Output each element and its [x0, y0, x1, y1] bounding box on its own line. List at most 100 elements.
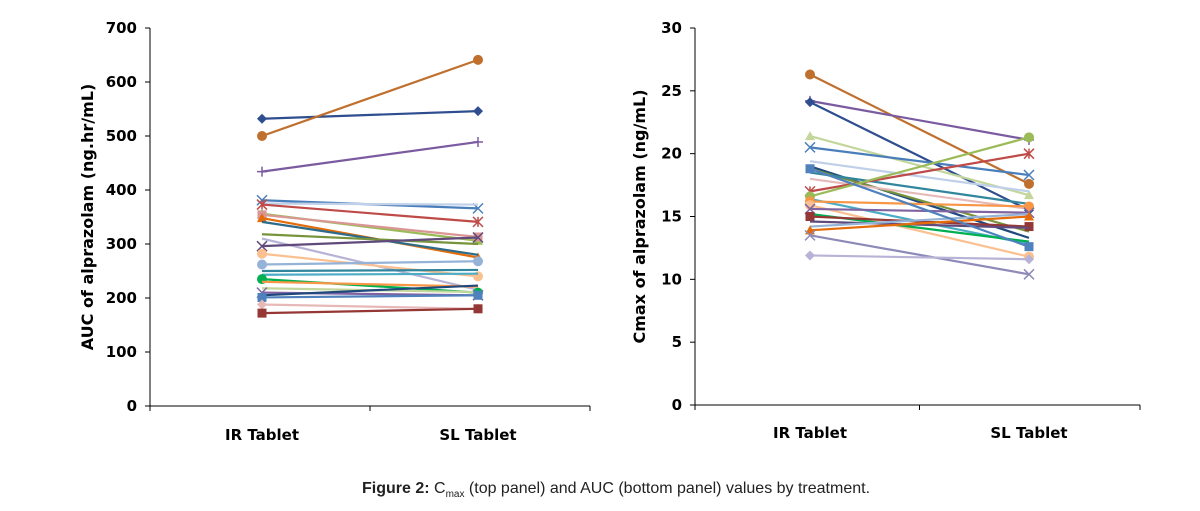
- x-marker: [804, 141, 816, 153]
- x-category-label: IR Tablet: [773, 424, 847, 442]
- series-path: [809, 136, 1030, 198]
- series-path: [809, 167, 1030, 233]
- series-line: [804, 141, 1035, 181]
- series-line: [257, 54, 483, 141]
- series-path: [261, 272, 479, 276]
- triangle-marker: [1024, 211, 1034, 221]
- series-line: [805, 132, 1034, 202]
- series-line: [256, 199, 484, 228]
- series-line: [809, 220, 1030, 229]
- circle-marker: [257, 131, 267, 141]
- square-marker: [257, 308, 267, 318]
- triangle-marker: [805, 131, 815, 141]
- series-line: [257, 136, 483, 177]
- caption-text: (top panel) and AUC (bottom panel) value…: [464, 480, 871, 497]
- series-path: [809, 160, 1030, 193]
- square-marker: [805, 212, 815, 221]
- star-marker: [1023, 148, 1035, 160]
- star-marker: [256, 199, 268, 211]
- series-path: [809, 152, 1030, 193]
- diamond-marker: [257, 113, 267, 124]
- circle-marker: [257, 259, 267, 270]
- series-line: [257, 106, 483, 124]
- circle-marker: [1024, 132, 1034, 143]
- series-line: [804, 229, 1035, 280]
- series-path: [809, 204, 1030, 258]
- circle-marker: [1024, 178, 1034, 189]
- series-line: [805, 95, 1034, 145]
- y-tick-label: 300: [106, 235, 137, 253]
- caption-symbol: C: [434, 480, 446, 497]
- square-marker: [473, 290, 483, 300]
- auc-chart-panel: 0 100 200 300 400 500 600 700 IR Tablet SL Tablet…: [78, 19, 591, 444]
- series-path: [809, 200, 1030, 208]
- series-path: [261, 307, 479, 315]
- x-marker: [1023, 268, 1035, 280]
- series-path: [809, 220, 1030, 229]
- circle-marker: [473, 54, 483, 65]
- diamond-marker: [1024, 254, 1034, 265]
- plus-marker: [473, 136, 483, 147]
- square-marker: [805, 164, 815, 174]
- triangle-marker: [257, 213, 267, 223]
- y-tick-label: 600: [106, 73, 137, 91]
- series-path: [809, 215, 1030, 232]
- y-axis-title: AUC of alprazolam (ng.hr/mL): [78, 84, 97, 351]
- series-line: [261, 272, 479, 276]
- series-path: [809, 234, 1030, 276]
- series-path: [261, 260, 479, 266]
- figure-caption: Figure 2: Cmax (top panel) and AUC (bott…: [0, 480, 1200, 500]
- series-line: [257, 248, 483, 282]
- series-line: [256, 231, 484, 252]
- caption-subscript: max: [445, 489, 465, 501]
- series-path: [809, 171, 1030, 206]
- y-tick-label: 400: [106, 181, 137, 199]
- circle-marker: [805, 200, 815, 211]
- x-marker: [472, 231, 484, 244]
- series-path: [261, 294, 479, 299]
- circle-marker: [805, 69, 815, 80]
- series-path: [809, 101, 1030, 212]
- caption-label: Figure 2:: [361, 480, 430, 497]
- series-path: [261, 213, 479, 239]
- series-line: [261, 280, 479, 288]
- series-line: [809, 171, 1030, 206]
- y-tick-label: 5: [672, 333, 682, 351]
- series-line: [257, 256, 483, 270]
- y-tick-label: 15: [661, 208, 682, 226]
- x-marker: [256, 240, 268, 252]
- series-line: [261, 284, 479, 297]
- x-category-label: SL Tablet: [990, 424, 1067, 442]
- series-line: [261, 202, 479, 206]
- circle-marker: [473, 256, 483, 267]
- series-path: [809, 177, 1030, 211]
- square-marker: [1024, 222, 1034, 232]
- series-line: [261, 268, 479, 273]
- y-axis-title: Cmax of alprazolam (ng/mL): [630, 89, 649, 343]
- plus-marker: [257, 166, 267, 177]
- series-path: [809, 215, 1030, 228]
- series-line: [805, 212, 1034, 232]
- series-path: [261, 284, 479, 297]
- series-line: [805, 250, 1034, 265]
- x-marker: [1023, 169, 1035, 181]
- y-tick-label: 30: [661, 19, 682, 37]
- diamond-marker: [805, 97, 815, 108]
- series-path: [261, 268, 479, 273]
- x-marker: [804, 229, 816, 241]
- series-line: [261, 233, 479, 246]
- triangle-marker: [1024, 190, 1034, 200]
- series-line: [805, 97, 1034, 216]
- diamond-marker: [473, 106, 483, 117]
- series-path: [809, 167, 1030, 248]
- y-tick-label: 700: [106, 19, 137, 37]
- y-tick-label: 10: [661, 270, 682, 288]
- y-tick-label: 25: [661, 82, 682, 100]
- circle-marker: [1024, 201, 1034, 212]
- y-tick-label: 0: [672, 396, 682, 414]
- series-path: [261, 303, 479, 310]
- y-tick-label: 20: [661, 145, 682, 163]
- star-marker: [472, 216, 484, 228]
- series-path: [261, 280, 479, 288]
